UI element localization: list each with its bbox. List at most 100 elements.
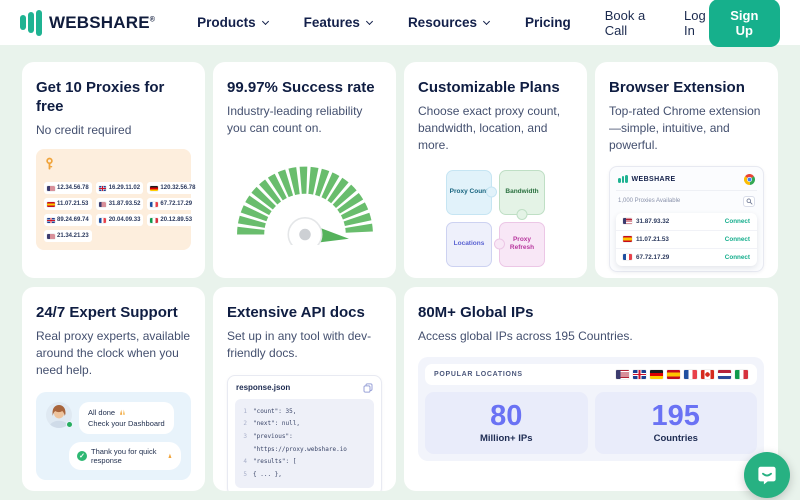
extension-popup-illustration: WEBSHARE 1,000 Proxies Available bbox=[609, 165, 764, 272]
praying-hands-icon bbox=[168, 453, 172, 459]
flag-us-icon bbox=[47, 233, 55, 239]
ip-chip: 20.04.09.33 bbox=[95, 214, 144, 227]
popular-locations-flags bbox=[616, 369, 748, 379]
card-global-ips: 80M+ Global IPs Access global IPs across… bbox=[404, 287, 778, 491]
card-expert-support: 24/7 Expert Support Real proxy experts, … bbox=[22, 287, 205, 491]
stat-label: Million+ IPs bbox=[479, 433, 533, 445]
flag-gb-icon bbox=[47, 217, 55, 223]
flag-fr-icon bbox=[684, 369, 697, 379]
key-icon bbox=[46, 157, 53, 170]
webshare-mini-logo-icon bbox=[618, 174, 628, 184]
puzzle-piece-bandwidth: Bandwidth bbox=[499, 169, 545, 215]
live-chat-widget-button[interactable] bbox=[744, 452, 790, 498]
online-status-dot bbox=[66, 420, 73, 428]
copy-icon bbox=[363, 383, 373, 393]
card-success-rate: 99.97% Success rate Industry-leading rel… bbox=[213, 62, 396, 278]
flag-it-icon bbox=[735, 369, 748, 379]
card-api-docs: Extensive API docs Set up in any tool wi… bbox=[213, 287, 396, 491]
secondary-nav: Book a Call Log In bbox=[605, 8, 709, 38]
card-browser-extension: Browser Extension Top-rated Chrome exten… bbox=[595, 62, 778, 278]
webshare-logo[interactable]: WEBSHARE® bbox=[20, 9, 155, 36]
stat-label: Countries bbox=[653, 433, 698, 445]
raised-hands-icon bbox=[120, 409, 126, 415]
ip-chip: 20.12.89.53 bbox=[147, 214, 199, 227]
flag-it-icon bbox=[150, 217, 158, 223]
puzzle-piece-proxy-refresh: Proxy Refresh bbox=[499, 221, 545, 267]
ip-chip: 16.29.11.02 bbox=[95, 182, 144, 195]
ip-chip: 89.24.69.74 bbox=[44, 214, 92, 227]
popular-locations-panel: POPULAR LOCATIONS 80 Million+ IPs bbox=[418, 356, 764, 462]
card-free-proxies: Get 10 Proxies for free No credit requir… bbox=[22, 62, 205, 278]
card-subtitle: Top-rated Chrome extension—simple, intui… bbox=[609, 104, 761, 152]
check-icon: ✓ bbox=[77, 451, 87, 462]
search-box bbox=[743, 195, 755, 207]
flag-es-icon bbox=[667, 369, 680, 379]
extension-proxy-list: 31.87.93.32 Connect 11.07.21.53 Connect … bbox=[616, 212, 757, 266]
card-subtitle: No credit required bbox=[36, 123, 132, 138]
connect-label: Connect bbox=[724, 253, 750, 261]
stat-value: 195 bbox=[651, 399, 700, 432]
feature-card-grid: Get 10 Proxies for free No credit requir… bbox=[0, 45, 800, 491]
extension-proxy-row: 31.87.93.32 Connect bbox=[616, 213, 757, 231]
flag-us-icon bbox=[47, 185, 55, 191]
flag-fr-icon bbox=[623, 254, 632, 261]
nav-resources[interactable]: Resources bbox=[408, 15, 491, 30]
card-title: Get 10 Proxies for free bbox=[36, 79, 165, 116]
card-subtitle: Set up in any tool with dev-friendly doc… bbox=[227, 329, 372, 360]
sign-up-button[interactable]: Sign Up bbox=[708, 0, 780, 47]
ip-chip: 31.87.93.52 bbox=[95, 198, 144, 211]
extension-proxy-row: 67.72.17.29 Connect bbox=[616, 249, 757, 266]
nav-pricing[interactable]: Pricing bbox=[524, 15, 571, 30]
code-snippet-illustration: response.json 1 "count": 35, 2 "next": nul… bbox=[227, 374, 382, 491]
flag-es-icon bbox=[47, 201, 55, 207]
nav-products[interactable]: Products bbox=[197, 15, 269, 30]
card-subtitle: Real proxy experts, available around the… bbox=[36, 329, 191, 377]
puzzle-piece-locations: Locations bbox=[446, 221, 492, 267]
flag-us-icon bbox=[98, 201, 107, 207]
connect-label: Connect bbox=[724, 217, 750, 225]
chat-bubble-icon bbox=[758, 466, 776, 485]
card-subtitle: Industry-leading reliability you can cou… bbox=[227, 104, 363, 135]
code-filename: response.json bbox=[236, 383, 291, 393]
support-agent-avatar bbox=[46, 401, 73, 428]
card-title: 80M+ Global IPs bbox=[418, 304, 534, 321]
ip-chip: 21.34.21.23 bbox=[44, 230, 92, 243]
user-reply-bubble: ✓ Thank you for quick response bbox=[69, 442, 181, 471]
chrome-icon bbox=[744, 173, 755, 185]
popular-locations-label: POPULAR LOCATIONS bbox=[434, 370, 523, 378]
proxy-list-illustration: 12.34.56.78 16.29.11.02 120.32.56.78 11.… bbox=[36, 149, 199, 251]
flag-fr-icon bbox=[98, 217, 107, 223]
chevron-down-icon bbox=[261, 17, 269, 25]
puzzle-piece-proxy-count: Proxy Count bbox=[446, 169, 492, 215]
flag-gb-icon bbox=[633, 369, 646, 379]
card-title: Customizable Plans bbox=[418, 79, 560, 96]
proxies-available-text: 1,000 Proxies Available bbox=[618, 198, 681, 205]
extension-brand: WEBSHARE bbox=[631, 175, 676, 183]
connect-label: Connect bbox=[724, 235, 750, 243]
card-title: Extensive API docs bbox=[227, 304, 365, 321]
top-navigation-bar: WEBSHARE® Products Features Resources Pr… bbox=[0, 0, 800, 47]
card-title: Browser Extension bbox=[609, 79, 745, 96]
code-body: 1 "count": 35, 2 "next": null, 3 "previous"… bbox=[235, 398, 374, 489]
extension-proxy-row: 11.07.21.53 Connect bbox=[616, 231, 757, 249]
ip-chip: 11.07.21.53 bbox=[44, 198, 92, 211]
ip-chip-grid: 12.34.56.78 16.29.11.02 120.32.56.78 11.… bbox=[44, 182, 199, 243]
support-chat-illustration: All done Check your Dashboard ✓ Thank yo… bbox=[36, 391, 191, 481]
flag-us-icon bbox=[623, 218, 632, 225]
flag-ca-icon bbox=[701, 369, 714, 379]
book-a-call-link[interactable]: Book a Call bbox=[604, 7, 646, 38]
search-icon bbox=[746, 198, 752, 205]
nav-features[interactable]: Features bbox=[304, 15, 373, 30]
flag-nl-icon bbox=[718, 369, 731, 379]
log-in-link[interactable]: Log In bbox=[684, 7, 706, 38]
card-title: 99.97% Success rate bbox=[227, 79, 375, 96]
stat-value: 80 bbox=[490, 399, 523, 432]
card-subtitle: Access global IPs across 195 Countries. bbox=[418, 329, 633, 344]
main-nav: Products Features Resources Pricing bbox=[197, 15, 571, 30]
flag-de-icon bbox=[650, 369, 663, 379]
puzzle-pieces-illustration: Proxy Count Bandwidth Locations Proxy Re… bbox=[446, 169, 545, 267]
card-subtitle: Choose exact proxy count, bandwidth, loc… bbox=[418, 104, 561, 152]
flag-es-icon bbox=[623, 236, 632, 243]
chevron-down-icon bbox=[482, 17, 491, 25]
card-title: 24/7 Expert Support bbox=[36, 304, 178, 321]
